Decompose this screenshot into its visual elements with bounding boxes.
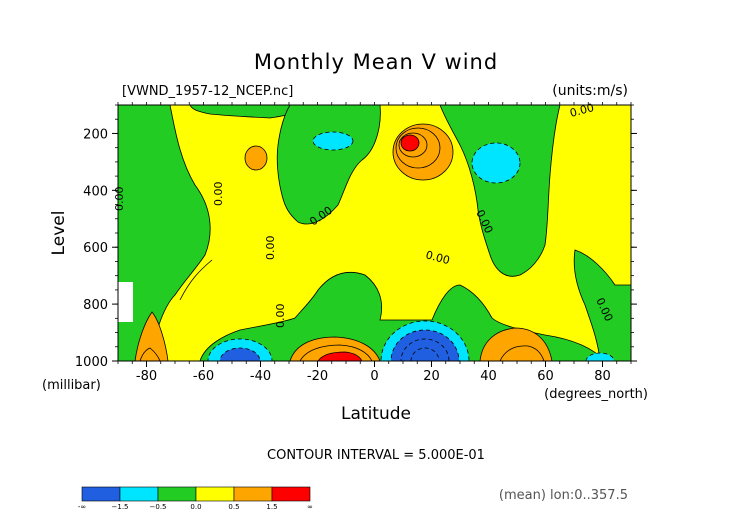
cyan-min-lower-right — [585, 352, 615, 361]
footer-note: (mean) lon:0..357.5 — [499, 488, 628, 503]
y-tick-label: 800 — [83, 298, 108, 313]
blue-min-lower-center — [390, 329, 460, 361]
colorbar-swatch — [271, 486, 311, 502]
zero-contour-label: 0.00 — [274, 304, 287, 329]
x-tick-label: -20 — [307, 369, 328, 384]
x-tick-label: 80 — [594, 369, 611, 384]
zero-contour-label: 0.00 — [264, 236, 277, 261]
zero-contour-label: 0.00 — [212, 182, 225, 207]
contour-max-lower-center — [299, 344, 373, 361]
colorbar-label: −0.5 — [150, 503, 167, 511]
orange-max-lower-left — [134, 311, 169, 361]
cyan-min-upper-right — [471, 142, 521, 184]
x-tick-label: 40 — [480, 369, 497, 384]
x-tick-label: -80 — [136, 369, 157, 384]
green-region-right — [439, 105, 561, 277]
red-max-lower-center — [317, 351, 363, 361]
zero-contour-labels: 0.00 0.00 0.00 0.00 0.00 0.00 0.00 0.00 … — [113, 101, 615, 328]
x-tick-label: 0 — [370, 369, 378, 384]
colorbar: -∞ −1.5 −0.5 0.0 0.5 1.5 ∞ — [78, 486, 313, 511]
x-tick-label: -40 — [250, 369, 271, 384]
x-tick-label: -60 — [193, 369, 214, 384]
missing-data-patch — [118, 282, 133, 322]
blue-min-lower-left — [219, 347, 261, 361]
blue-min-contour-2 — [410, 347, 440, 361]
contour-interval: CONTOUR INTERVAL = 5.000E-01 — [267, 448, 485, 463]
colorbar-swatch — [119, 486, 159, 502]
x-tick-label: 60 — [537, 369, 554, 384]
colorbar-label: 0.0 — [190, 503, 201, 511]
orange-max-lower-center — [289, 336, 381, 361]
contour-max-upper-center-2 — [398, 132, 428, 158]
y-tick-label: 1000 — [75, 355, 108, 370]
x-axis-title: Latitude — [341, 404, 411, 424]
x-axis: -80 -60 -40 -20 0 20 40 60 80 — [117, 102, 632, 384]
red-max-upper-center — [400, 134, 420, 152]
colorbar-swatch — [233, 486, 273, 502]
contour-max-lower-right — [499, 345, 545, 361]
y-axis: 200 400 600 800 1000 — [75, 104, 637, 370]
orange-max-upper-left — [244, 145, 268, 171]
y-tick-label: 400 — [83, 184, 108, 199]
green-region-far-right — [573, 249, 631, 361]
green-region-center — [276, 105, 381, 225]
y-axis-title: Level — [49, 211, 69, 256]
contour-field — [118, 105, 631, 361]
contour-max-upper-center-1 — [395, 127, 441, 169]
green-region-left — [118, 105, 211, 361]
contour-line-b — [139, 347, 161, 361]
blue-min-contour-1 — [400, 338, 450, 361]
colorbar-label: −1.5 — [112, 503, 129, 511]
colorbar-label: -∞ — [78, 503, 86, 511]
colorbar-swatch — [157, 486, 197, 502]
cyan-min-upper-center — [312, 131, 354, 151]
chart-title: Monthly Mean V wind — [254, 50, 498, 74]
source-label: [VWND_1957-12_NCEP.nc] — [122, 84, 293, 99]
y-tick-label: 600 — [83, 241, 108, 256]
units-label: (units:m/s) — [552, 83, 628, 99]
orange-max-lower-right — [479, 327, 553, 361]
zero-contour-label: 0.00 — [568, 101, 595, 120]
colorbar-label: 1.5 — [266, 503, 277, 511]
y-axis-units: (millibar) — [42, 378, 101, 393]
zero-contour-label: 0.00 — [424, 248, 451, 267]
x-tick-label: 20 — [423, 369, 440, 384]
x-axis-units: (degrees_north) — [544, 387, 648, 402]
colorbar-label: ∞ — [307, 503, 313, 511]
colorbar-swatch — [195, 486, 235, 502]
contour-line-a — [179, 259, 213, 301]
y-tick-label: 200 — [83, 127, 108, 142]
colorbar-label: 0.5 — [228, 503, 239, 511]
colorbar-swatch — [81, 486, 121, 502]
